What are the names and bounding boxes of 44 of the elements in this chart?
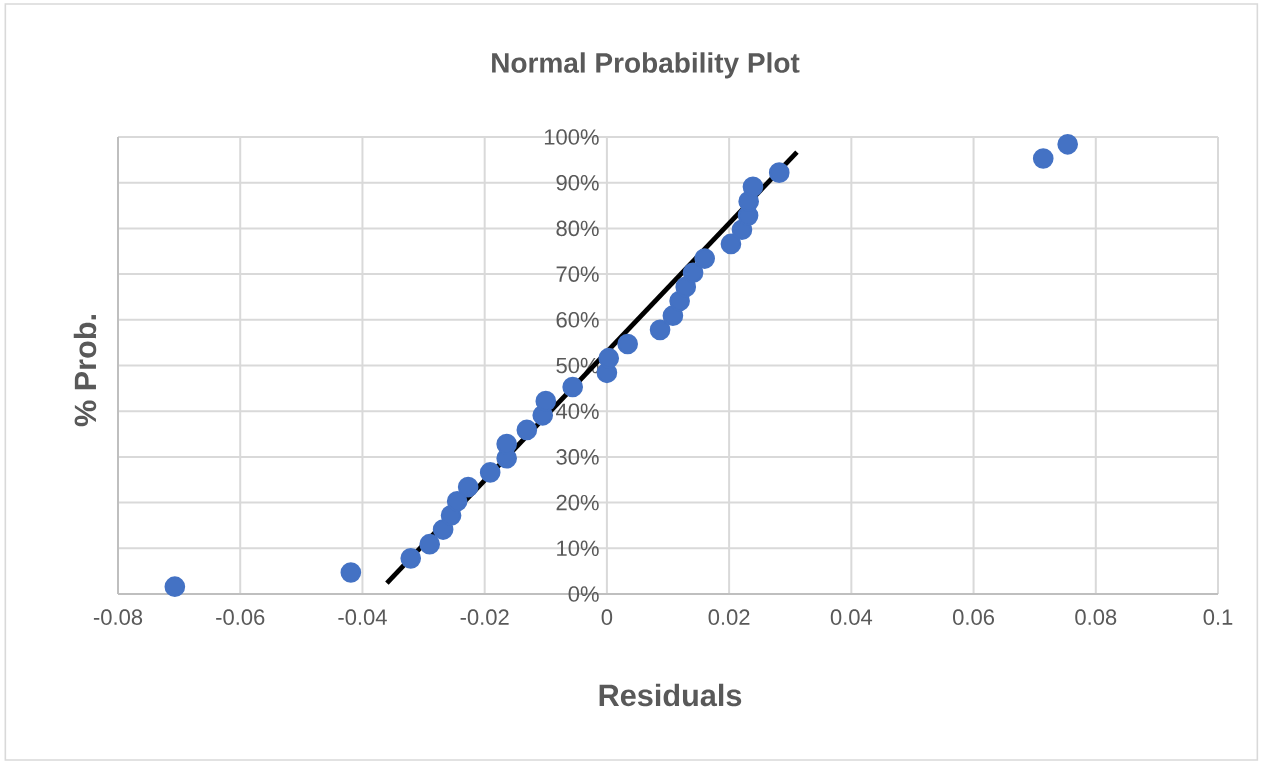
x-tick-label: 0.06 [953,609,995,625]
y-tick-label: 20% [556,494,599,511]
point [1057,133,1079,155]
x-tick-label: 0.04 [830,609,873,625]
point [562,376,584,398]
point [496,433,518,455]
x-tick-label: -0.08 [93,609,143,625]
x-tick-label: 0.08 [1075,609,1117,625]
y-axis-title: % Prob. [73,315,97,427]
x-tick-label: -0.04 [338,609,387,625]
point [164,576,186,598]
point [682,262,704,284]
point [649,319,671,341]
point [516,419,538,441]
y-tick-label: 40% [555,403,599,419]
point [742,176,764,198]
point [479,462,501,483]
x-axis-title: Residuals [599,683,742,707]
point [720,233,742,255]
y-tick-label: 100% [544,129,599,145]
y-tick-label: 90% [556,174,599,191]
point [598,347,620,369]
y-tick-label: 80% [556,220,599,237]
point [694,248,716,269]
point [768,162,790,183]
x-tick-label: -0.02 [460,609,509,625]
point [457,476,479,498]
y-tick-label: 10% [557,540,599,557]
x-tick-label: 0.1 [1203,609,1233,625]
y-tick-label: 60% [556,312,599,328]
x-tick-label: 0.02 [708,609,750,625]
point [1032,148,1054,169]
y-tick-label: 30% [556,449,599,465]
point [617,333,639,355]
point [400,548,422,569]
x-tick-label: -0.06 [216,609,265,625]
chart-title: Normal Probability Plot [492,52,800,79]
x-tick-label: 0 [601,609,613,625]
y-tick-label: 0% [568,586,599,602]
y-tick-label: 70% [556,266,599,282]
point [446,490,468,512]
point [419,533,441,555]
point [535,390,557,412]
point [340,562,362,583]
